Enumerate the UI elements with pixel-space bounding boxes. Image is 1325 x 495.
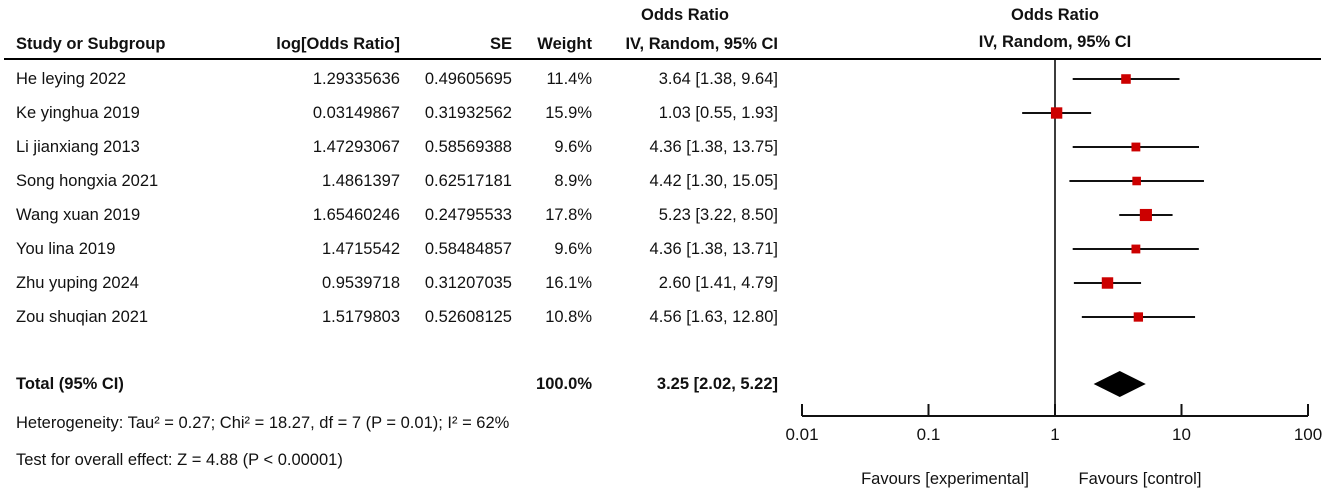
col-header-logor: log[Odds Ratio] — [276, 35, 400, 53]
axis-tick-label: 0.1 — [917, 425, 941, 444]
study-name: Song hongxia 2021 — [16, 172, 159, 190]
se-value: 0.49605695 — [424, 70, 512, 88]
table-row: Li jianxiang 2013 1.47293067 0.58569388 … — [16, 136, 778, 158]
total-ci: 3.25 [2.02, 5.22] — [656, 375, 778, 393]
heterogeneity-text: Heterogeneity: Tau² = 0.27; Chi² = 18.27… — [16, 414, 510, 432]
total-weight: 100.0% — [536, 375, 592, 393]
right-method-header: IV, Random, 95% CI — [978, 33, 1132, 51]
or-marker — [1101, 277, 1114, 289]
table-row: Ke yinghua 2019 0.03149867 0.31932562 15… — [16, 102, 778, 124]
se-value: 0.52608125 — [424, 308, 512, 326]
log-odds-ratio-value: 1.29335636 — [312, 70, 400, 88]
study-name: Ke yinghua 2019 — [16, 104, 140, 122]
col-header-se: SE — [489, 35, 512, 53]
weight-value: 17.8% — [545, 206, 592, 224]
se-value: 0.31932562 — [424, 104, 512, 122]
favours-right-label: Favours [control] — [1079, 470, 1202, 488]
col-header-weight: Weight — [537, 35, 592, 53]
log-odds-ratio-value: 1.4861397 — [322, 172, 400, 190]
se-value: 0.24795533 — [424, 206, 512, 224]
study-name: You lina 2019 — [16, 240, 116, 258]
log-odds-ratio-value: 1.5179803 — [322, 308, 400, 326]
weight-value: 11.4% — [546, 70, 592, 88]
ci-text: 4.56 [1.63, 12.80] — [649, 308, 778, 326]
study-name: Li jianxiang 2013 — [16, 138, 140, 156]
study-name: Wang xuan 2019 — [16, 206, 141, 224]
total-row: Total (95% CI) 100.0% 3.25 [2.02, 5.22] — [16, 373, 778, 395]
or-marker — [1121, 74, 1131, 84]
ci-text: 2.60 [1.41, 4.79] — [658, 274, 778, 292]
table-row: He leying 2022 1.29335636 0.49605695 11.… — [16, 68, 778, 90]
or-marker — [1132, 176, 1141, 186]
col-header-ci: IV, Random, 95% CI — [625, 35, 778, 53]
weight-value: 16.1% — [545, 274, 592, 292]
study-name: Zhu yuping 2024 — [16, 274, 139, 292]
or-marker — [1050, 107, 1063, 119]
weight-value: 9.6% — [554, 240, 592, 258]
col-header-study: Study or Subgroup — [16, 35, 166, 53]
ci-text: 4.36 [1.38, 13.71] — [649, 240, 778, 258]
se-value: 0.58569388 — [424, 138, 512, 156]
or-marker — [1133, 312, 1144, 322]
log-odds-ratio-value: 1.65460246 — [312, 206, 400, 224]
ci-text: 4.42 [1.30, 15.05] — [649, 172, 778, 190]
log-odds-ratio-value: 1.4715542 — [322, 240, 400, 258]
axis-tick-label: 100 — [1294, 425, 1322, 444]
or-marker — [1131, 142, 1141, 152]
ci-text: 5.23 [3.22, 8.50] — [658, 206, 778, 224]
or-marker — [1131, 244, 1141, 254]
summary-diamond — [1093, 371, 1146, 397]
left-or-group-header: Odds Ratio — [640, 6, 729, 24]
se-value: 0.62517181 — [424, 172, 512, 190]
table-row: Song hongxia 2021 1.4861397 0.62517181 8… — [16, 170, 778, 192]
axis-tick-label: 1 — [1050, 425, 1059, 444]
favours-left-label: Favours [experimental] — [861, 470, 1029, 488]
ci-text: 3.64 [1.38, 9.64] — [658, 70, 778, 88]
table-row: You lina 2019 1.4715542 0.58484857 9.6% … — [16, 238, 778, 260]
table-row: Zhu yuping 2024 0.9539718 0.31207035 16.… — [16, 272, 778, 294]
weight-value: 8.9% — [554, 172, 592, 190]
study-name: Zou shuqian 2021 — [16, 308, 149, 326]
header-divider-line — [4, 58, 1321, 60]
table-row: Zou shuqian 2021 1.5179803 0.52608125 10… — [16, 306, 778, 328]
weight-value: 10.8% — [545, 308, 592, 326]
weight-value: 9.6% — [554, 138, 592, 156]
axis-tick-label: 10 — [1172, 425, 1191, 444]
overall-effect-text: Test for overall effect: Z = 4.88 (P < 0… — [16, 451, 343, 469]
study-name: He leying 2022 — [16, 70, 127, 88]
se-value: 0.31207035 — [424, 274, 512, 292]
se-value: 0.58484857 — [424, 240, 512, 258]
table-header-row: Study or Subgroup log[Odds Ratio] SE Wei… — [16, 33, 778, 55]
axis-tick-label: 0.01 — [785, 425, 818, 444]
log-odds-ratio-value: 0.9539718 — [322, 274, 400, 292]
ci-text: 1.03 [0.55, 1.93] — [658, 104, 778, 122]
or-marker — [1139, 208, 1152, 222]
right-or-group-header: Odds Ratio — [1010, 6, 1099, 24]
table-row: Wang xuan 2019 1.65460246 0.24795533 17.… — [16, 204, 778, 226]
ci-text: 4.36 [1.38, 13.75] — [649, 138, 778, 156]
log-odds-ratio-value: 0.03149867 — [312, 104, 400, 122]
total-label: Total (95% CI) — [16, 375, 124, 393]
weight-value: 15.9% — [545, 104, 592, 122]
log-odds-ratio-value: 1.47293067 — [312, 138, 400, 156]
